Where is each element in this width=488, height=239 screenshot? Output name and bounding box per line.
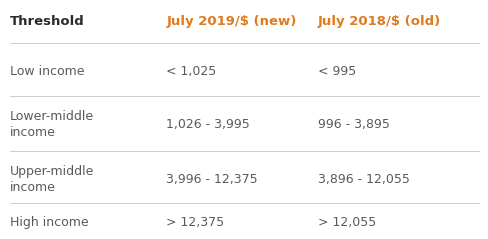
Text: 1,026 - 3,995: 1,026 - 3,995 [166,118,249,131]
Text: < 995: < 995 [317,65,355,78]
Text: < 1,025: < 1,025 [166,65,216,78]
Text: July 2019/$ (new): July 2019/$ (new) [166,15,296,28]
Text: Low income: Low income [10,65,84,78]
Text: 3,896 - 12,055: 3,896 - 12,055 [317,173,409,186]
Text: > 12,055: > 12,055 [317,216,375,229]
Text: 3,996 - 12,375: 3,996 - 12,375 [166,173,257,186]
Text: High income: High income [10,216,88,229]
Text: Lower-middle
income: Lower-middle income [10,110,94,139]
Text: Upper-middle
income: Upper-middle income [10,165,94,194]
Text: Threshold: Threshold [10,15,84,28]
Text: July 2018/$ (old): July 2018/$ (old) [317,15,440,28]
Text: 996 - 3,895: 996 - 3,895 [317,118,389,131]
Text: > 12,375: > 12,375 [166,216,224,229]
